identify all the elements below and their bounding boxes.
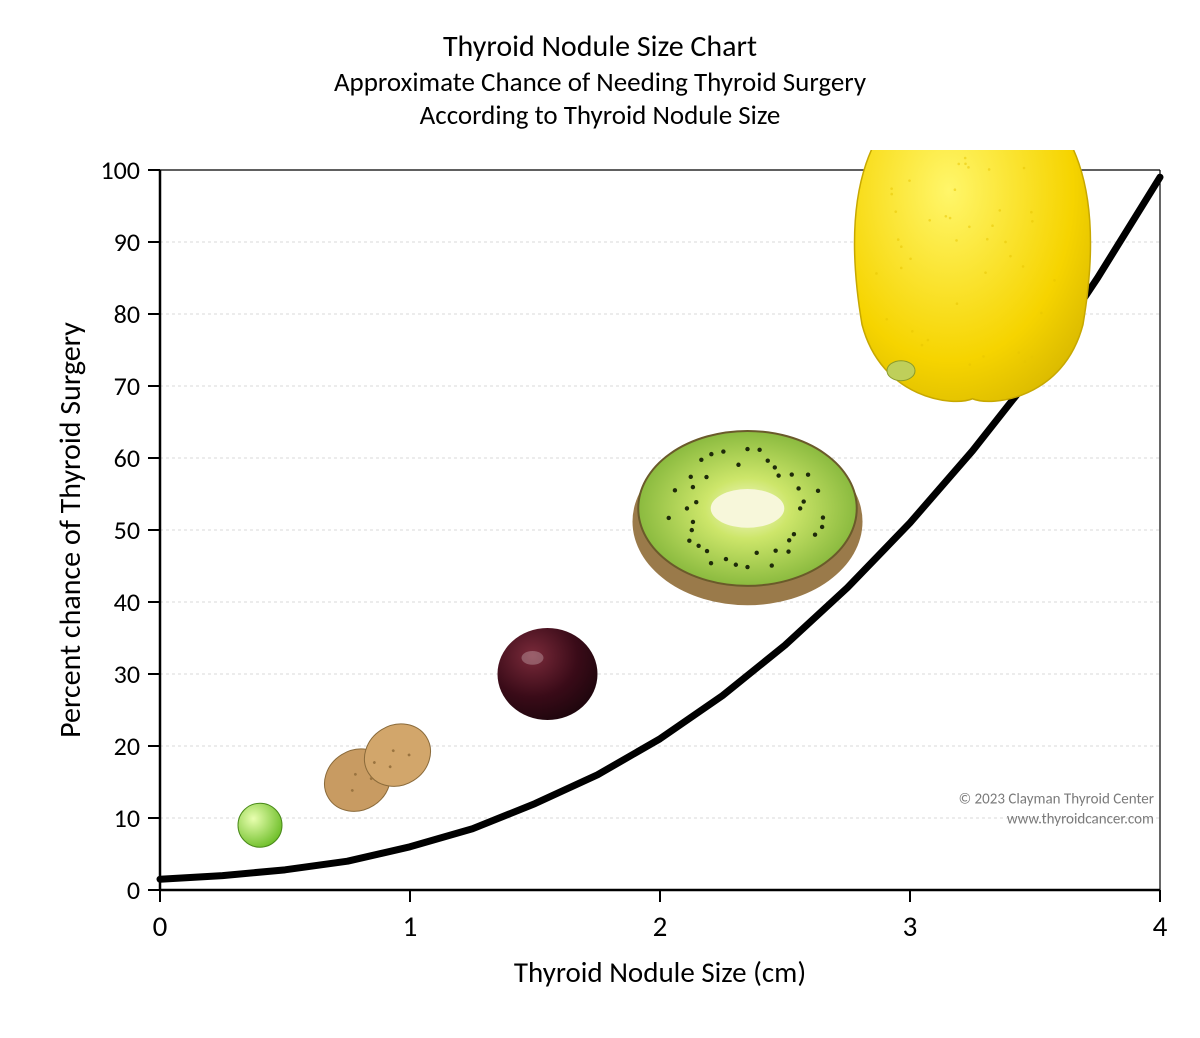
x-tick-label: 4 [1153, 908, 1168, 944]
title-main: Thyroid Nodule Size Chart [0, 28, 1200, 66]
grape-icon [498, 628, 598, 720]
x-tick-label: 3 [903, 908, 918, 944]
chart-container: 010203040506070809010001234Percent chanc… [50, 150, 1170, 940]
y-tick-label: 30 [114, 658, 140, 690]
title-block: Thyroid Nodule Size Chart Approximate Ch… [0, 0, 1200, 133]
y-tick-label: 40 [114, 586, 140, 618]
x-tick-label: 2 [653, 908, 668, 944]
title-sub-1: Approximate Chance of Needing Thyroid Su… [0, 66, 1200, 100]
y-tick-label: 0 [127, 874, 140, 906]
x-tick-label: 1 [403, 908, 418, 944]
y-tick-label: 20 [114, 730, 140, 762]
y-tick-label: 60 [114, 442, 140, 474]
y-tick-label: 80 [114, 298, 140, 330]
y-tick-label: 90 [114, 226, 140, 258]
x-tick-label: 0 [153, 908, 168, 944]
y-tick-label: 100 [100, 154, 140, 186]
kiwi-icon [633, 431, 863, 605]
y-tick-label: 10 [114, 802, 140, 834]
chart-svg: 0 10 20 30 40 50 60 70 80 90 100 0 1 2 3 4 Percent chanc… [50, 150, 1170, 1010]
peanut-icon [313, 712, 443, 824]
x-axis-label: Thyroid Nodule Size (cm) [514, 954, 806, 990]
y-axis-label: Percent chance of Thyroid Surgery [52, 322, 89, 738]
page-root: Thyroid Nodule Size Chart Approximate Ch… [0, 0, 1200, 1038]
credit-line-2: www.thyroidcancer.com [1007, 811, 1154, 829]
lemon-icon [855, 150, 1091, 401]
title-sub-2: According to Thyroid Nodule Size [0, 99, 1200, 133]
y-tick-label: 50 [114, 514, 140, 546]
pea-icon [238, 803, 282, 847]
credit-line-1: © 2023 Clayman Thyroid Center [959, 791, 1154, 809]
y-tick-label: 70 [114, 370, 140, 402]
